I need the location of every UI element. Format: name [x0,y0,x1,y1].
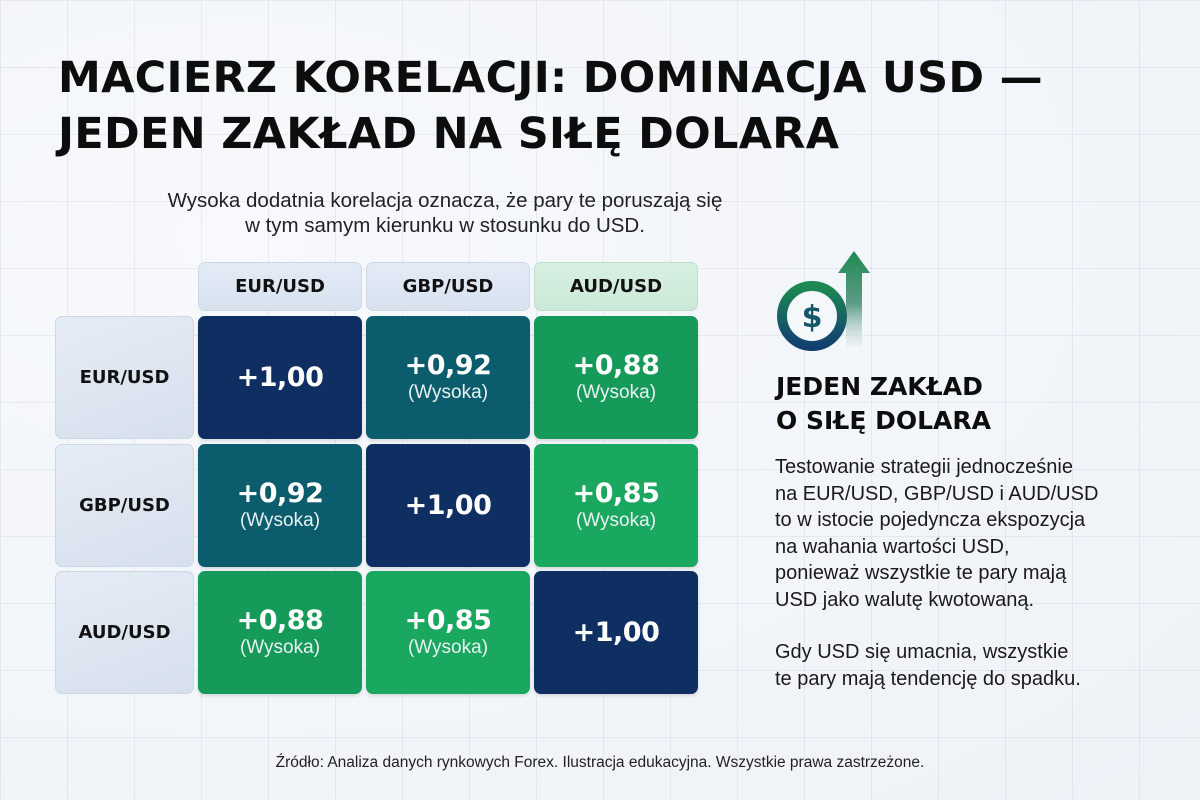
correlation-level: (Wysoka) [575,382,657,403]
text-line: to w istocie pojedyncza ekspozycja [775,509,1086,531]
text-line: Testowanie strategii jednocześnie [775,456,1073,478]
source-footer: Źródło: Analiza danych rynkowych Forex. … [275,754,925,771]
text-line: USD jako walutę kwotowaną. [775,588,1035,611]
correlation-value: +1,00 [236,362,324,393]
side-title: JEDEN ZAKŁAD O SIŁĘ DOLARA [776,370,991,438]
page-title: MACIERZ KORELACJI: DOMINACJA USD — JEDEN… [58,50,1158,162]
subtitle: Wysoka dodatnia korelacja oznacza, że pa… [100,188,790,238]
row-label-audusd: AUD/USD [55,571,194,694]
svg-text:$: $ [802,300,823,335]
dollar-up-arrow-icon: $ [770,245,880,355]
correlation-level: (Wysoka) [239,637,321,658]
col-header-audusd: AUD/USD [534,262,698,311]
correlation-value: +0,88 [236,605,324,636]
correlation-level: (Wysoka) [407,637,489,658]
correlation-value: +0,85 [572,478,660,509]
text-line: te pary mają tendencję do spadku. [775,667,1081,690]
correlation-value: +0,92 [236,478,324,509]
correlation-value: +0,85 [404,605,492,636]
correlation-value: +0,92 [404,350,492,381]
cell-eurusd-audusd: +0,88 (Wysoka) [534,316,698,439]
title-line-1: MACIERZ KORELACJI: DOMINACJA USD — [58,53,1043,103]
correlation-value: +1,00 [572,617,660,648]
cell-gbpusd-eurusd: +0,92 (Wysoka) [198,444,362,567]
correlation-level: (Wysoka) [407,382,489,403]
title-line-2: JEDEN ZAKŁAD NA SIŁĘ DOLARA [58,109,840,159]
cell-eurusd-gbpusd: +0,92 (Wysoka) [366,316,530,439]
subtitle-line-1: Wysoka dodatnia korelacja oznacza, że pa… [167,189,723,212]
text-line: na EUR/USD, GBP/USD i AUD/USD [775,482,1099,505]
text-line: ponieważ wszystkie te pary mają [775,562,1067,584]
paragraph-1: Testowanie strategii jednocześnie na EUR… [775,454,1175,613]
cell-audusd-gbpusd: +0,85 (Wysoka) [366,571,530,694]
cell-audusd-audusd: +1,00 [534,571,698,694]
side-title-line-1: JEDEN ZAKŁAD [776,372,983,401]
cell-gbpusd-gbpusd: +1,00 [366,444,530,567]
correlation-value: +1,00 [404,490,492,521]
subtitle-line-2: w tym samym kierunku w stosunku do USD. [245,214,645,237]
paragraph-2: Gdy USD się umacnia, wszystkie te pary m… [775,639,1175,692]
correlation-value: +0,88 [572,350,660,381]
correlation-level: (Wysoka) [575,510,657,531]
col-header-eurusd: EUR/USD [198,262,362,311]
col-header-gbpusd: GBP/USD [366,262,530,311]
text-line: Gdy USD się umacnia, wszystkie [775,641,1069,663]
cell-audusd-eurusd: +0,88 (Wysoka) [198,571,362,694]
side-title-line-2: O SIŁĘ DOLARA [776,406,991,435]
text-line: na wahania wartości USD, [775,535,1010,558]
correlation-level: (Wysoka) [239,510,321,531]
row-label-gbpusd: GBP/USD [55,444,194,567]
row-label-eurusd: EUR/USD [55,316,194,439]
cell-eurusd-eurusd: +1,00 [198,316,362,439]
side-description: Testowanie strategii jednocześnie na EUR… [775,454,1175,692]
cell-gbpusd-audusd: +0,85 (Wysoka) [534,444,698,567]
